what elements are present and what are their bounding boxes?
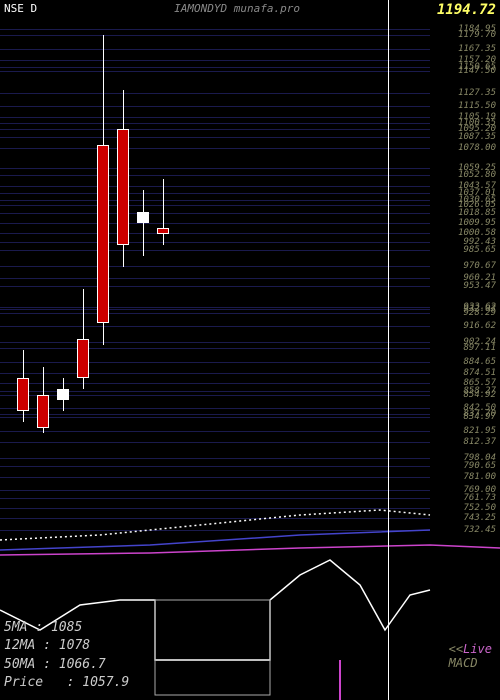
ma50-row: 50MA : 1066.7 [4,656,129,674]
macd-label: <<Live MACD [449,642,492,670]
stock-chart: NSE D IAMONDYD munafa.pro 1194.72 1184.9… [0,0,500,700]
stats-panel: 5MA : 1085 12MA : 1078 50MA : 1066.7 Pri… [4,619,129,692]
current-price: 1194.72 [437,2,500,18]
chart-header: NSE D IAMONDYD munafa.pro 1194.72 [0,2,500,18]
ma5-row: 5MA : 1085 [4,619,129,637]
y-axis: 1184.951179.701167.351157.201150.651147.… [430,18,496,533]
price-chart-area[interactable] [0,18,430,533]
symbol-label: IAMONDYD munafa.pro [174,2,300,18]
time-cursor[interactable] [388,0,389,700]
ma12-row: 12MA : 1078 [4,637,129,655]
price-row: Price : 1057.9 [4,674,129,692]
exchange-label: NSE D [0,2,37,18]
